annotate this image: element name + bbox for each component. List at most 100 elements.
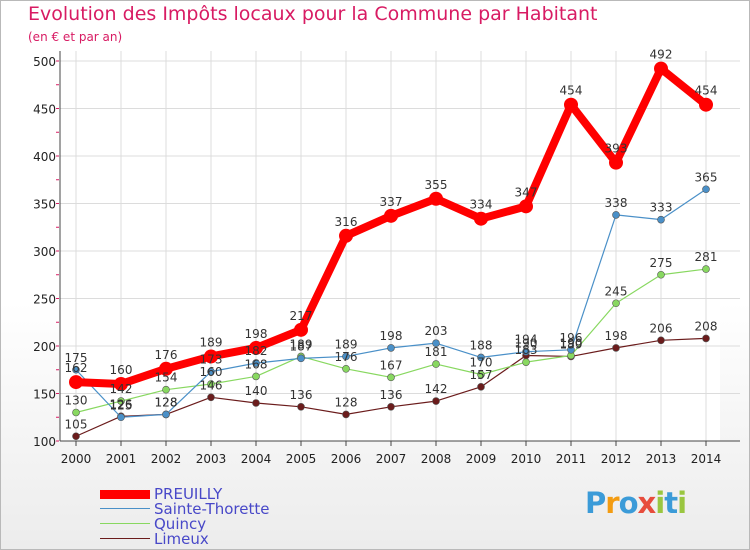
data-point-sainte-thorette (207, 367, 215, 376)
data-label-limeux: 206 (650, 321, 673, 335)
data-label-preuilly: 189 (200, 335, 223, 349)
data-label-sainte-thorette: 365 (695, 170, 718, 184)
logo-letter: t (664, 486, 678, 520)
data-point-quincy (117, 397, 125, 405)
data-label-sainte-thorette: 175 (65, 351, 88, 365)
legend-swatch-preuilly (100, 490, 150, 499)
data-label-quincy: 190 (560, 337, 583, 351)
legend-label: PREUILLY (154, 485, 223, 503)
data-label-limeux: 128 (155, 395, 178, 409)
data-label-limeux: 198 (605, 329, 628, 343)
data-point-quincy (432, 360, 440, 368)
data-point-sainte-thorette (567, 345, 575, 354)
x-tick-label: 2007 (376, 452, 407, 466)
data-point-sainte-thorette (342, 352, 350, 361)
legend-label: Limeux (154, 530, 209, 548)
data-label-preuilly: 393 (605, 142, 628, 156)
data-label-preuilly: 162 (65, 361, 88, 375)
legend-swatch-quincy (100, 523, 150, 524)
data-label-limeux: 142 (425, 382, 448, 396)
data-label-limeux: 189 (560, 337, 583, 351)
data-label-preuilly: 454 (560, 84, 583, 98)
x-tick-label: 2003 (196, 452, 227, 466)
data-label-preuilly: 492 (650, 48, 673, 62)
data-label-sainte-thorette: 189 (335, 337, 358, 351)
data-label-quincy: 160 (200, 365, 223, 379)
data-label-preuilly: 160 (110, 363, 133, 377)
legend-item-sainte-thorette: Sainte-Thorette (100, 500, 300, 518)
y-tick-label: 250 (33, 293, 56, 307)
y-tick-label: 450 (33, 103, 56, 117)
data-label-quincy: 176 (335, 350, 358, 364)
x-tick-label: 2012 (601, 452, 632, 466)
data-label-quincy: 189 (290, 337, 313, 351)
x-tick-label: 2002 (151, 452, 182, 466)
data-label-quincy: 275 (650, 256, 673, 270)
data-label-limeux: 105 (65, 417, 88, 431)
data-label-limeux: 190 (515, 337, 538, 351)
y-tick-label: 150 (33, 388, 56, 402)
data-point-sainte-thorette (612, 211, 620, 219)
data-point-sainte-thorette (117, 413, 125, 422)
data-label-quincy: 281 (695, 250, 718, 264)
data-point-preuilly (69, 375, 83, 390)
data-point-limeux (477, 383, 485, 391)
data-label-quincy: 154 (155, 371, 178, 385)
data-point-preuilly (204, 349, 218, 364)
data-point-sainte-thorette (477, 353, 485, 362)
legend: PREUILLY Sainte-Thorette Quincy Limeux (100, 485, 300, 548)
data-point-preuilly (474, 211, 488, 226)
legend-item-quincy: Quincy (100, 515, 300, 533)
data-point-quincy (252, 372, 260, 381)
data-label-sainte-thorette: 182 (245, 344, 268, 358)
data-point-limeux (432, 397, 440, 405)
data-point-quincy (657, 270, 665, 279)
legend-swatch-sainte-thorette (100, 508, 150, 509)
data-point-preuilly (519, 199, 533, 214)
logo-letter: i (677, 486, 687, 520)
data-point-sainte-thorette (72, 365, 80, 374)
data-point-limeux (657, 336, 665, 345)
data-label-quincy: 170 (470, 356, 493, 370)
x-tick-label: 2001 (106, 452, 137, 466)
data-point-quincy (612, 299, 620, 308)
data-point-limeux (702, 334, 710, 343)
data-label-sainte-thorette: 196 (560, 331, 583, 345)
data-point-sainte-thorette (387, 344, 395, 352)
data-label-preuilly: 355 (425, 178, 448, 192)
data-label-quincy: 130 (65, 394, 88, 408)
data-point-limeux (342, 410, 350, 419)
data-label-preuilly: 198 (245, 327, 268, 341)
proxiti-logo: Proxiti (585, 486, 687, 520)
x-tick-label: 2010 (511, 452, 542, 466)
data-point-sainte-thorette (432, 339, 440, 347)
data-point-sainte-thorette (162, 410, 170, 419)
x-tick-label: 2011 (556, 452, 587, 466)
data-point-sainte-thorette (252, 359, 260, 367)
data-label-limeux: 136 (290, 388, 313, 402)
data-point-quincy (207, 380, 215, 388)
data-label-limeux: 136 (380, 388, 403, 402)
x-tick-label: 2004 (241, 452, 272, 466)
data-label-limeux: 140 (245, 384, 268, 398)
data-point-preuilly (159, 361, 173, 376)
y-tick-label: 350 (33, 198, 56, 212)
data-point-preuilly (384, 208, 398, 223)
data-label-preuilly: 454 (695, 84, 718, 98)
data-label-preuilly: 334 (470, 198, 493, 212)
x-tick-label: 2006 (331, 452, 362, 466)
logo-letter: P (585, 486, 606, 520)
data-point-sainte-thorette (522, 347, 530, 356)
data-point-quincy (72, 408, 80, 417)
data-label-quincy: 167 (380, 358, 403, 372)
legend-label: Sainte-Thorette (154, 500, 270, 518)
data-point-preuilly (429, 191, 443, 206)
data-point-quincy (477, 370, 485, 379)
data-point-preuilly (654, 61, 668, 76)
data-point-sainte-thorette (657, 215, 665, 224)
data-label-limeux: 146 (200, 378, 223, 392)
data-label-quincy: 245 (605, 284, 628, 298)
data-point-preuilly (609, 155, 623, 170)
data-point-limeux (72, 432, 80, 441)
x-tick-label: 2009 (466, 452, 497, 466)
